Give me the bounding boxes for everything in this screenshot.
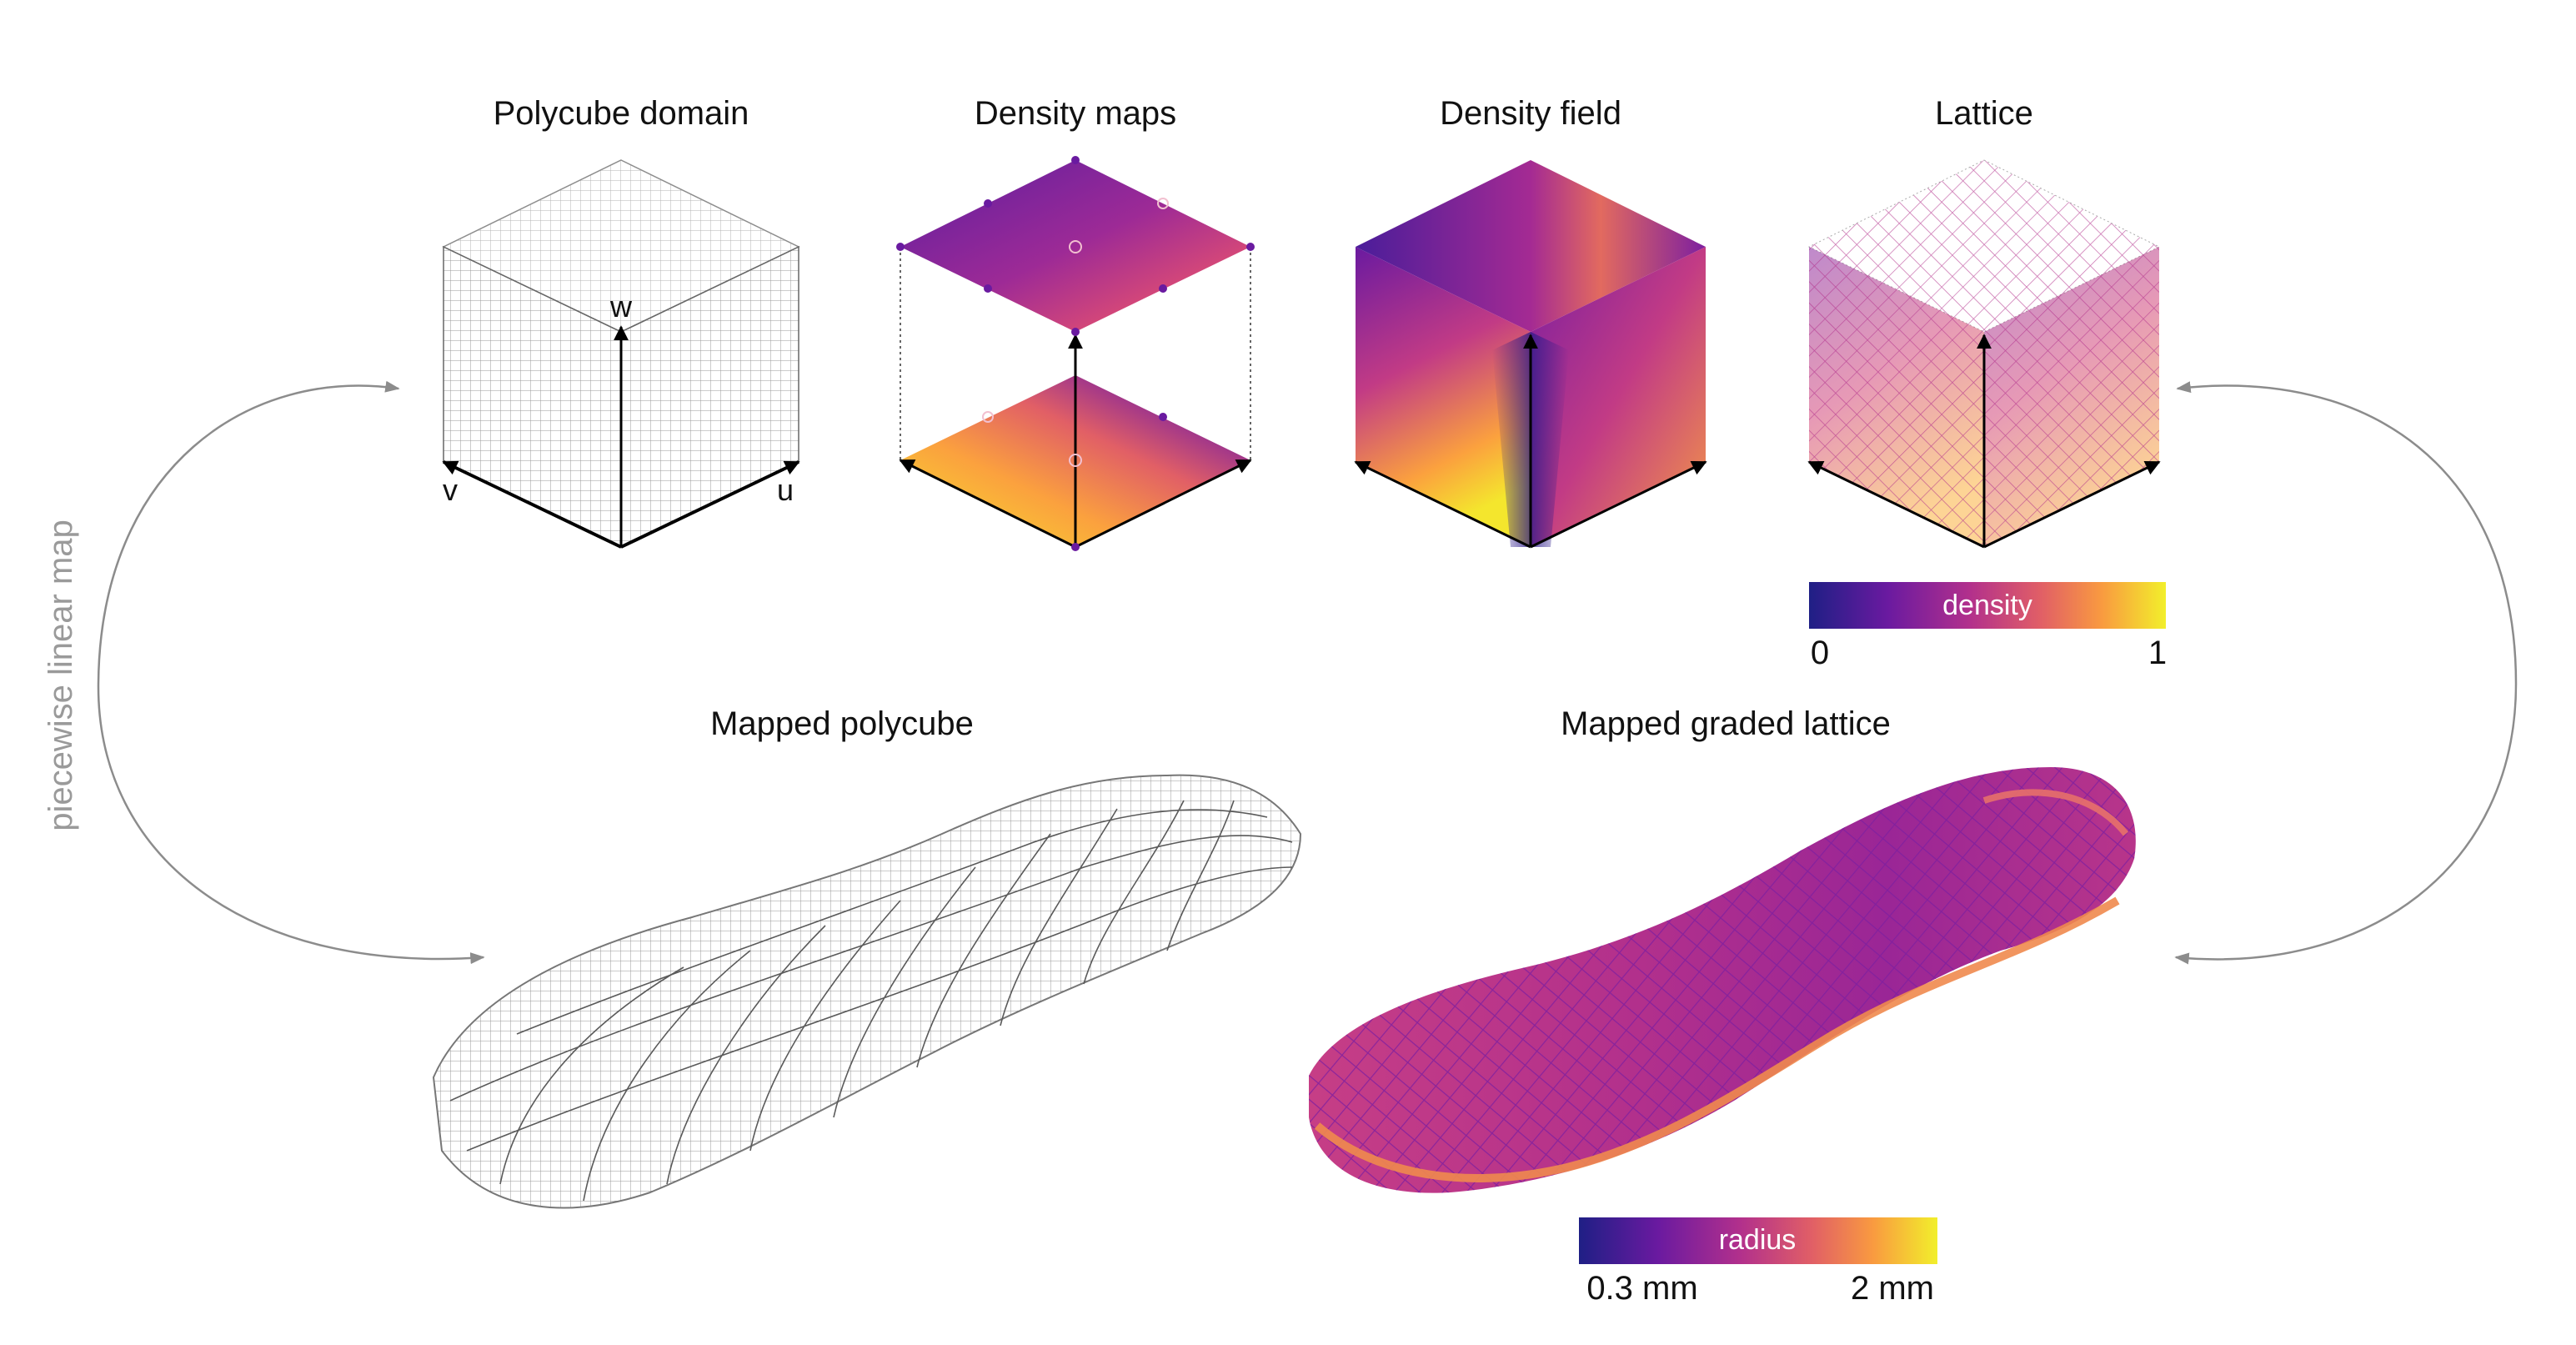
radius-colorbar-label: radius [1719, 1224, 1797, 1256]
piecewise-linear-map-label: piecewise linear map [43, 519, 79, 831]
title-polycube-domain: Polycube domain [494, 95, 749, 132]
control-point [984, 284, 992, 293]
density-colorbar: density 0 1 [1809, 582, 2167, 671]
axis-u-label: u [777, 473, 794, 507]
control-point [1159, 413, 1167, 421]
mapped-polycube-mesh [432, 774, 1302, 1209]
mapped-graded-lattice [1309, 767, 2136, 1193]
axis-w-label: w [609, 289, 633, 324]
top-density-map [900, 160, 1250, 332]
density-colorbar-label: density [1942, 590, 2032, 621]
title-lattice: Lattice [1935, 95, 2033, 132]
left-map-arrow: piecewise linear map [43, 380, 485, 965]
control-point [1246, 243, 1255, 251]
control-point [1159, 284, 1167, 293]
radius-colorbar-min: 0.3 mm [1586, 1270, 1697, 1307]
lattice-cube [1807, 159, 2161, 549]
control-point-hollow [1157, 198, 1169, 209]
control-point-hollow [1069, 454, 1082, 467]
right-map-arrow [2174, 381, 2518, 965]
control-point-hollow [982, 411, 994, 423]
control-point [984, 199, 992, 208]
control-point [1071, 543, 1080, 551]
radius-colorbar: radius 0.3 mm 2 mm [1579, 1217, 1937, 1307]
control-point-hollow [1069, 240, 1082, 253]
control-point [896, 243, 905, 251]
radius-colorbar-max: 2 mm [1851, 1270, 1934, 1307]
axis-v-label: v [443, 473, 458, 507]
axis-u-arrow [620, 460, 800, 549]
density-maps-diagram [896, 156, 1255, 551]
title-mapped-graded-lattice: Mapped graded lattice [1561, 705, 1891, 742]
control-point [1071, 328, 1080, 336]
density-field-cube [1354, 160, 1707, 549]
control-point [1071, 156, 1080, 164]
title-mapped-polycube: Mapped polycube [710, 705, 974, 742]
polycube-domain-cube: w v u [442, 159, 800, 549]
title-density-maps: Density maps [975, 95, 1176, 132]
density-colorbar-min: 0 [1811, 635, 1829, 671]
density-colorbar-max: 1 [2148, 635, 2167, 671]
title-density-field: Density field [1440, 95, 1621, 132]
